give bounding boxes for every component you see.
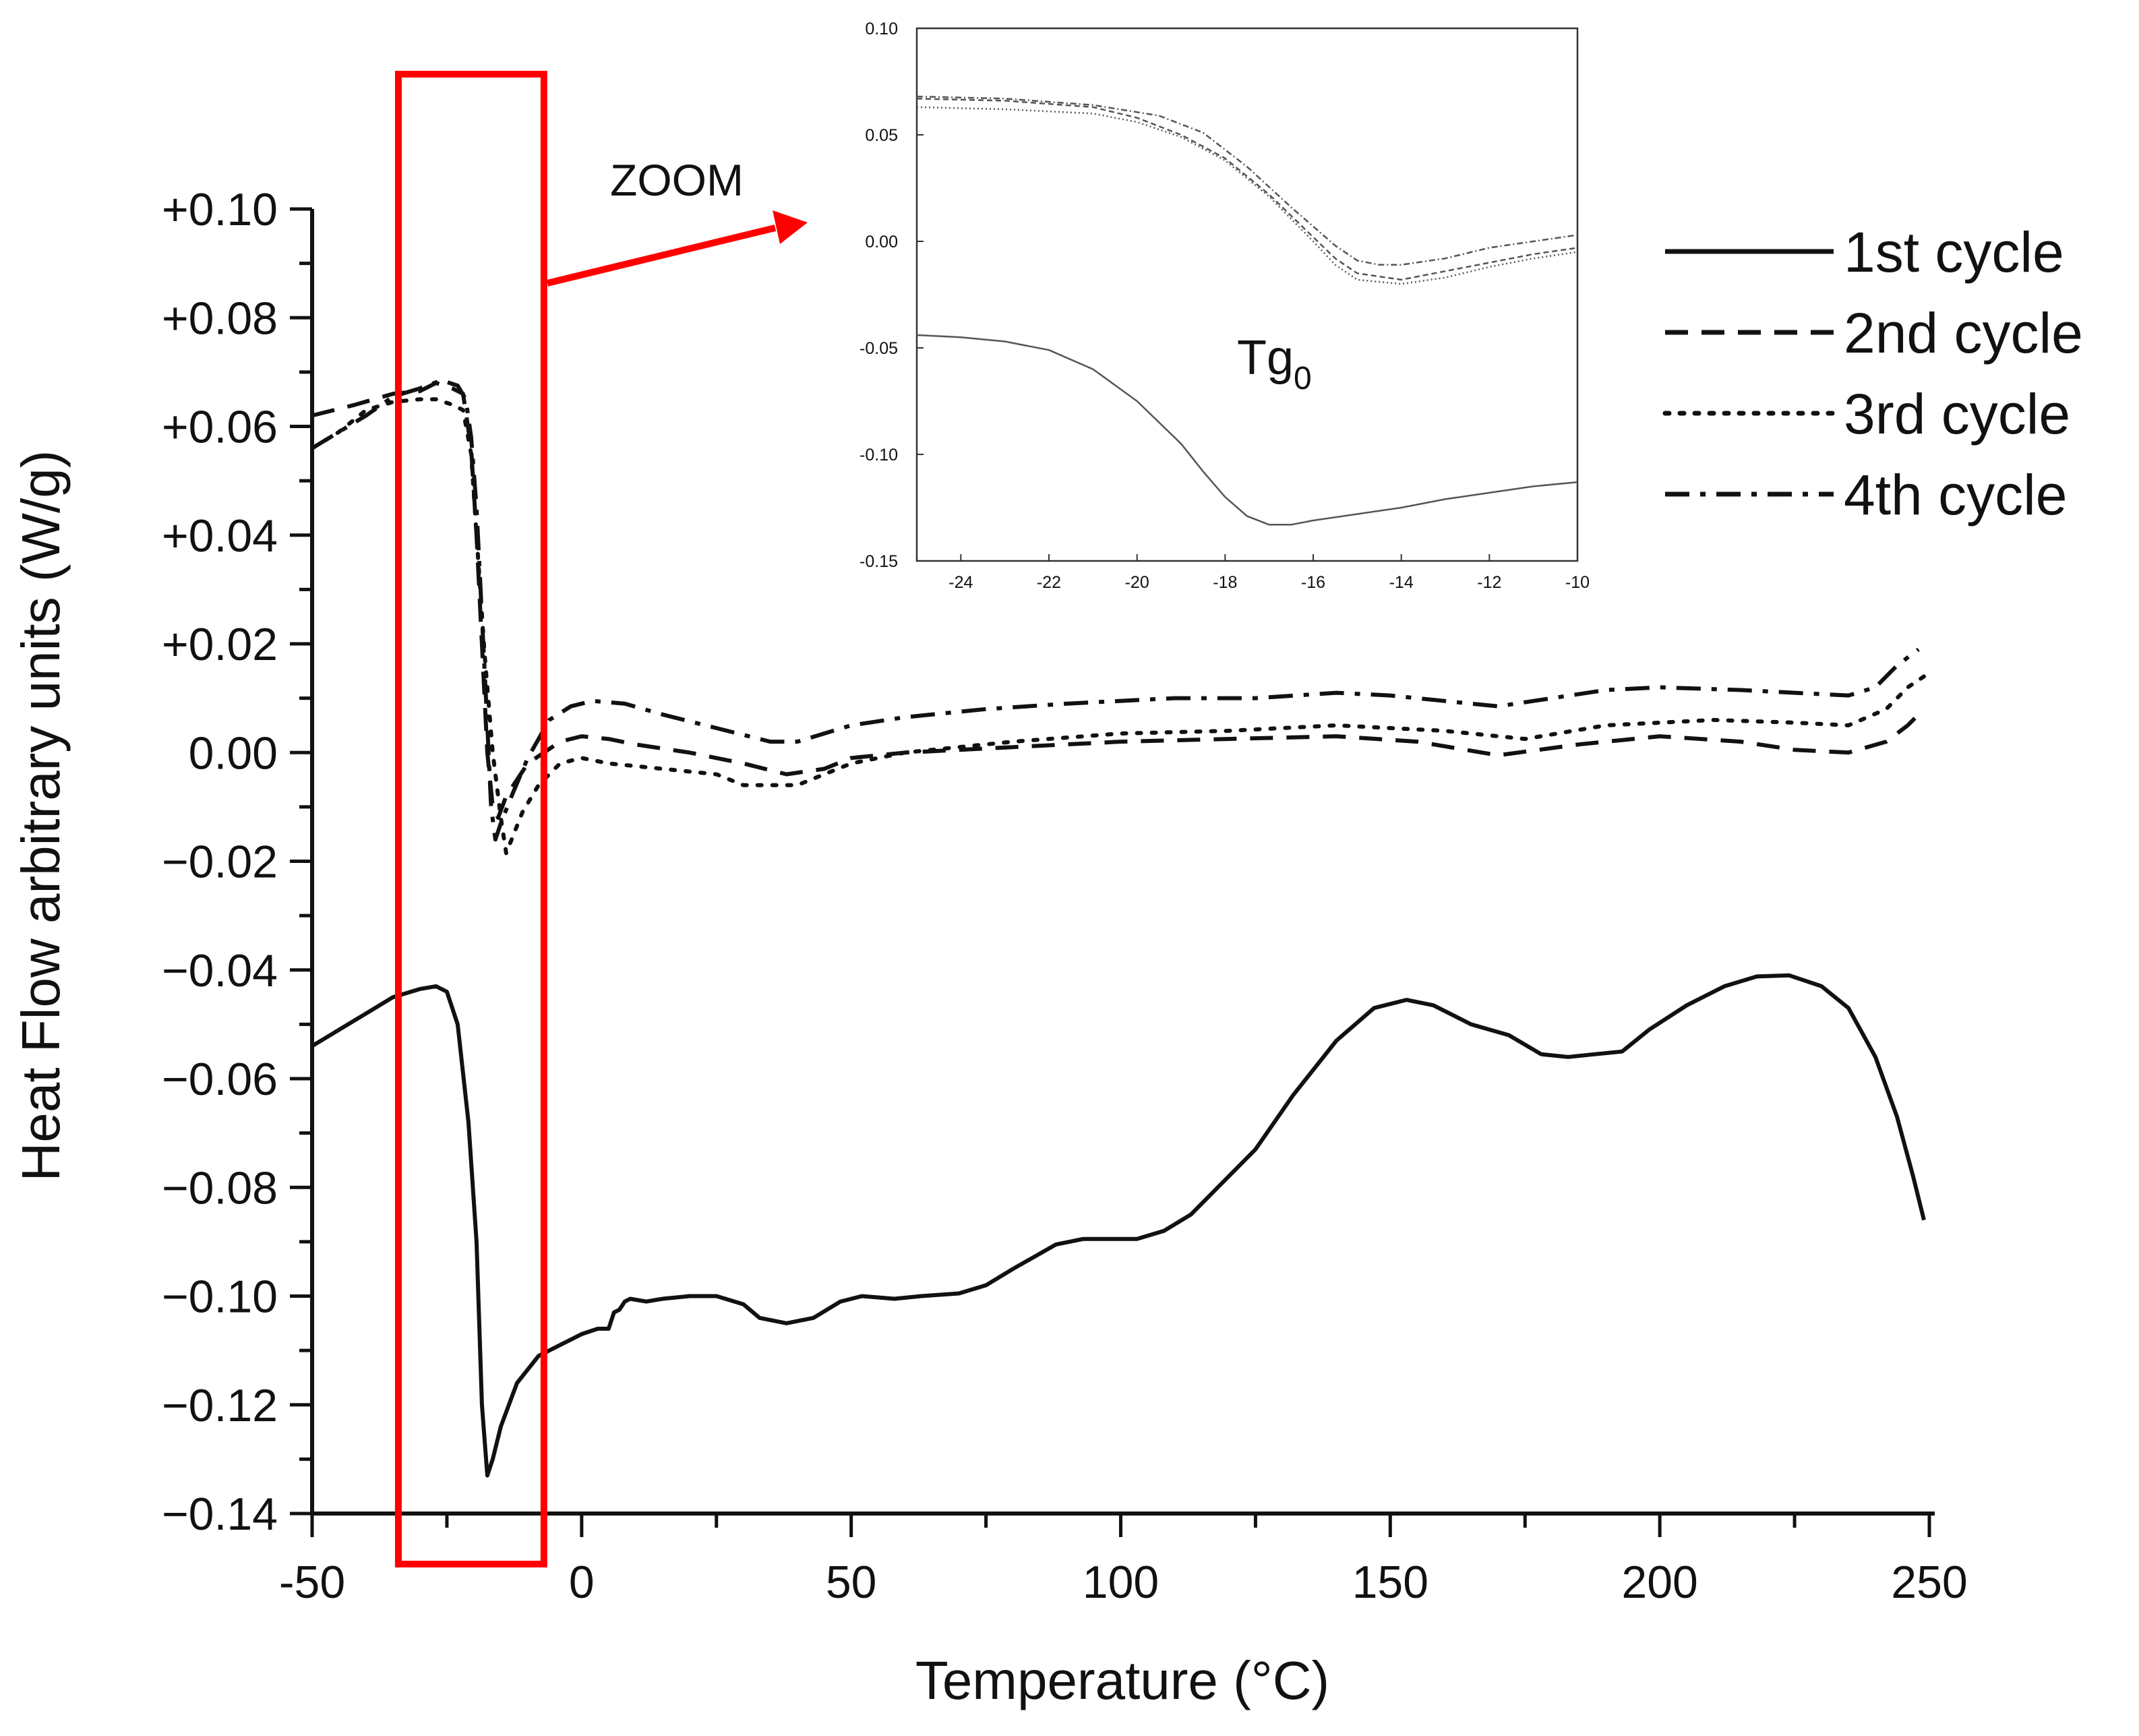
main-x-ticks: -50 0 50 100 150 200 250 — [279, 1514, 1968, 1608]
zoom-arrow — [546, 225, 777, 287]
y-tick-label: −0.14 — [162, 1489, 278, 1540]
inset-frame — [915, 27, 1579, 562]
series-line-1st-cycle — [311, 973, 1926, 1478]
legend-label: 2nd cycle — [1844, 301, 2083, 365]
y-tick-label: 0.00 — [189, 727, 278, 779]
y-tick-label: −0.06 — [162, 1054, 278, 1105]
x-tick-label: 150 — [1352, 1557, 1428, 1608]
y-tick-label: −0.10 — [162, 1271, 278, 1323]
y-tick-label: +0.08 — [162, 293, 278, 344]
zoom-annotation: ZOOM — [394, 71, 808, 1567]
y-tick-label: +0.10 — [162, 184, 278, 235]
inset-x-tick-label: -18 — [1213, 573, 1237, 592]
y-tick-label: −0.02 — [162, 837, 278, 888]
x-axis-title: Temperature (°C) — [915, 1650, 1329, 1710]
tg-label-base: Tg — [1237, 331, 1294, 385]
zoom-highlight-box — [394, 71, 547, 1567]
y-tick-label: −0.08 — [162, 1162, 278, 1214]
inset-y-tick-label: -0.10 — [860, 446, 898, 465]
x-tick-label: 50 — [826, 1557, 877, 1608]
tg-label: Tg0 — [1237, 331, 1312, 396]
main-chart: +0.10 +0.08 +0.06 +0.04 +0.02 0.00 −0.02 −0.04 −… — [11, 184, 1968, 1710]
inset-x-tick-label: -22 — [1037, 573, 1061, 592]
inset-series-line-4th-cycle — [916, 95, 1578, 266]
zoom-arrow-head — [773, 210, 808, 244]
inset-x-tick-label: -10 — [1565, 573, 1590, 592]
inset-chart: 0.10 0.05 0.00 -0.05 -0.10 -0.15 -24 -22 -20 -18… — [860, 20, 1590, 592]
inset-y-tick-label: -0.05 — [860, 339, 898, 358]
legend-label: 4th cycle — [1844, 463, 2068, 527]
inset-x-tick-label: -12 — [1477, 573, 1501, 592]
inset-x-tick-label: -14 — [1389, 573, 1414, 592]
inset-y-tick-label: 0.05 — [865, 126, 898, 145]
legend-label: 1st cycle — [1844, 220, 2064, 284]
tg-label-subscript: 0 — [1294, 361, 1312, 396]
main-series — [310, 378, 1926, 1478]
y-tick-label: +0.06 — [162, 402, 278, 453]
y-tick-label: −0.04 — [162, 945, 278, 996]
inset-x-tick-label: -24 — [948, 573, 973, 592]
zoom-label: ZOOM — [610, 155, 744, 205]
main-y-ticks: +0.10 +0.08 +0.06 +0.04 +0.02 0.00 −0.02 −0.04 −… — [162, 184, 312, 1540]
inset-series-line-2nd-cycle — [916, 98, 1578, 281]
x-tick-label: 250 — [1891, 1557, 1967, 1608]
legend: 1st cycle 2nd cycle 3rd cycle 4th cycle — [1662, 220, 2083, 527]
y-axis-title: Heat Flow arbitrary units (W/g) — [11, 450, 71, 1182]
y-tick-label: −0.12 — [162, 1380, 278, 1431]
inset-series-line-1st-cycle — [916, 334, 1578, 526]
inset-y-tick-label: -0.15 — [860, 552, 898, 571]
inset-series-line-3rd-cycle — [916, 106, 1578, 285]
y-tick-label: +0.04 — [162, 510, 278, 562]
inset-x-tick-label: -16 — [1301, 573, 1325, 592]
y-tick-label: +0.02 — [162, 619, 278, 670]
inset-series — [916, 95, 1578, 526]
x-tick-label: -50 — [279, 1557, 345, 1608]
legend-label: 3rd cycle — [1844, 382, 2070, 446]
series-line-4th-cycle — [311, 378, 1920, 842]
inset-y-ticks: 0.10 0.05 0.00 -0.05 -0.10 -0.15 — [860, 20, 924, 571]
x-tick-label: 100 — [1083, 1557, 1159, 1608]
series-line-3rd-cycle — [310, 397, 1926, 856]
x-tick-label: 200 — [1621, 1557, 1697, 1608]
series-line-2nd-cycle — [311, 381, 1926, 820]
inset-x-tick-label: -20 — [1125, 573, 1149, 592]
inset-x-ticks: -24 -22 -20 -18 -16 -14 -12 -10 — [948, 554, 1590, 592]
inset-y-tick-label: 0.10 — [865, 20, 898, 38]
x-tick-label: 0 — [569, 1557, 595, 1608]
inset-y-tick-label: 0.00 — [865, 233, 898, 251]
